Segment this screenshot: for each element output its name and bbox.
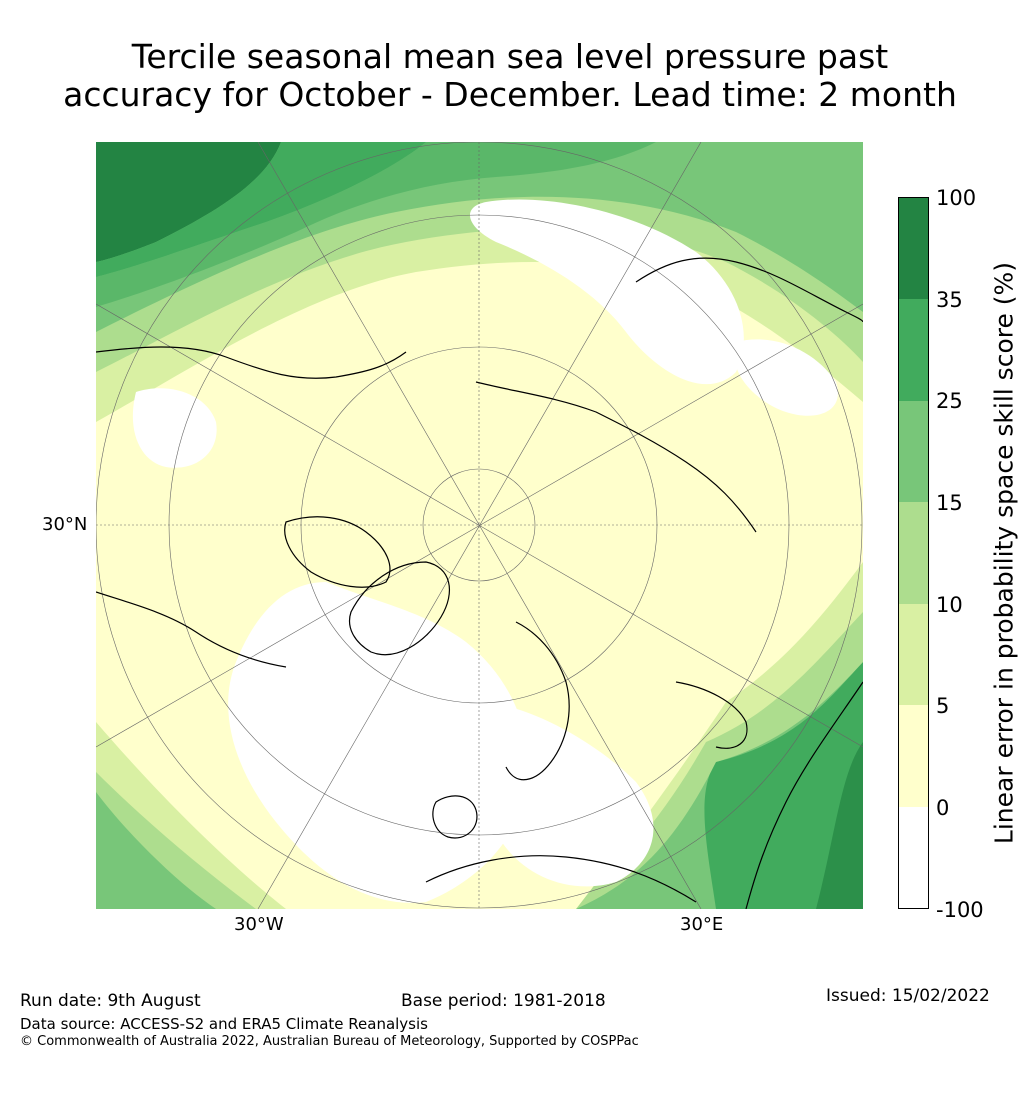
coastline-canada-west (96, 591, 287, 668)
colorbar-segment (899, 299, 928, 401)
colorbar-tick: 5 (936, 694, 950, 718)
nw-high-skill-region (96, 142, 281, 262)
negative-skill-patch-atlantic (228, 582, 529, 903)
issued-date: Issued: 15/02/2022 (826, 986, 990, 1006)
coastline-mediterranean (425, 855, 697, 903)
meridian-line (96, 303, 863, 748)
latitude-label-30n: 30°N (42, 514, 88, 535)
colorbar-tick: 25 (936, 389, 963, 413)
colorbar-segment (899, 806, 928, 908)
colorbar-label: Linear error in probability space skill … (989, 261, 1019, 845)
title-line-2: accuracy for October - December. Lead ti… (63, 75, 957, 114)
copyright: © Commonwealth of Australia 2022, Austra… (20, 1034, 639, 1049)
longitude-label-30e: 30°E (680, 914, 724, 935)
negative-skill-patch-europe (467, 702, 654, 887)
colorbar-tick: 0 (936, 796, 950, 820)
coastline-east-siberia (635, 257, 863, 323)
map-canvas (96, 142, 863, 909)
coastline-alaska-siberia (96, 346, 407, 379)
colorbar-tick: 10 (936, 593, 963, 617)
nw-mid-skill-region (96, 142, 426, 277)
data-source: Data source: ACCESS-S2 and ERA5 Climate … (20, 1015, 428, 1033)
coastline-canadian-archipelago (284, 516, 391, 588)
colorbar-tick: -100 (936, 898, 984, 922)
colorbar-segment (899, 502, 928, 604)
se-peak-skill-region (816, 742, 863, 909)
negative-skill-patch-north (469, 199, 744, 385)
coastline-british-isles (432, 795, 478, 839)
colorbar-segment (899, 705, 928, 807)
negative-skill-patch-east (734, 339, 838, 416)
title-line-1: Tercile seasonal mean sea level pressure… (131, 37, 889, 76)
coastline-south-asia (745, 681, 863, 909)
north-band-region (96, 142, 656, 307)
colorbar-segment (899, 198, 928, 300)
colorbar-tick: 35 (936, 288, 963, 312)
colorbar-segment (899, 400, 928, 503)
coastline-caspian (675, 681, 748, 749)
base-period: Base period: 1981-2018 (401, 991, 606, 1011)
run-date: Run date: 9th August (20, 991, 201, 1011)
coastline-scandinavia (505, 621, 570, 781)
skill-score-map (96, 142, 863, 909)
chart-title: Tercile seasonal mean sea level pressure… (0, 38, 1020, 114)
longitude-label-30w: 30°W (234, 914, 284, 935)
graticule (96, 142, 863, 909)
colorbar-segment (899, 603, 928, 706)
colorbar (898, 197, 929, 909)
colorbar-tick: 15 (936, 491, 963, 515)
negative-skill-patch-pacific (132, 388, 217, 468)
colorbar-tick: 100 (936, 186, 977, 210)
parallel-circle (422, 468, 536, 582)
coastlines (96, 257, 863, 909)
se-high-skill-region (704, 662, 863, 909)
coastline-russia-arctic (475, 381, 757, 533)
coastline-greenland (349, 561, 450, 656)
